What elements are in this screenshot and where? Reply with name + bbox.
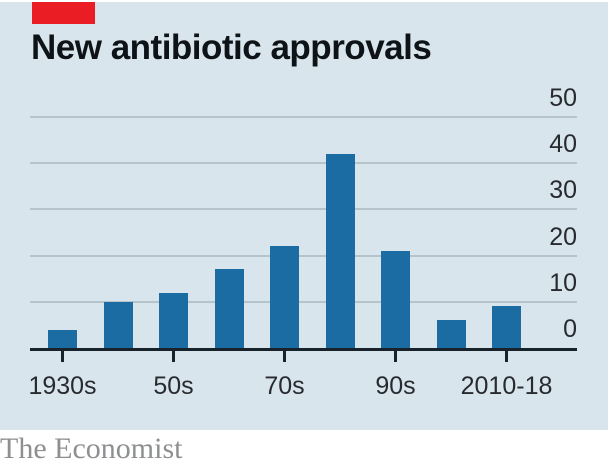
- bar-1950s: [159, 292, 188, 348]
- bar-1960s: [214, 269, 244, 348]
- x-axis-label-50s: 50s: [153, 372, 194, 400]
- bar-1940s: [103, 301, 133, 348]
- chart-background: New antibiotic approvals 0 10 20 30 40 50 1930…: [0, 2, 608, 430]
- gridline-y-50: [30, 116, 577, 118]
- gridline-y-30: [30, 208, 577, 211]
- x-axis-label-2010-18: 2010-18: [460, 372, 553, 400]
- gridline-y-20: [30, 254, 577, 257]
- bar-1980s: [325, 153, 355, 348]
- x-axis-tick-1930s: [61, 348, 64, 362]
- y-axis-label-10: 10: [549, 268, 577, 297]
- y-axis-label-20: 20: [549, 222, 577, 251]
- gridline-y-40: [30, 162, 577, 165]
- economist-red-tab: [32, 2, 95, 24]
- bar-1930s: [48, 329, 77, 348]
- y-axis-label-0: 0: [563, 315, 577, 343]
- bar-1990s: [381, 250, 410, 348]
- bar-1970s: [270, 246, 299, 348]
- bar-2010-18: [492, 306, 521, 348]
- bar-2000s: [436, 320, 466, 348]
- x-axis-label-1930s: 1930s: [28, 372, 97, 400]
- economist-brand-credit: The Economist: [0, 432, 183, 465]
- y-axis-label-30: 30: [549, 176, 577, 205]
- y-axis-label-50: 50: [549, 84, 577, 112]
- gridline-y-10: [30, 300, 577, 303]
- chart-title: New antibiotic approvals: [31, 28, 432, 67]
- x-axis-tick-2010-18: [505, 348, 508, 362]
- y-axis-label-40: 40: [549, 130, 577, 159]
- x-axis-label-90s: 90s: [375, 372, 416, 400]
- x-axis-tick-70s: [283, 348, 286, 362]
- x-axis-label-70s: 70s: [264, 372, 305, 400]
- x-axis-tick-90s: [394, 348, 397, 362]
- x-axis-tick-50s: [172, 348, 175, 362]
- x-axis-baseline: [30, 348, 577, 351]
